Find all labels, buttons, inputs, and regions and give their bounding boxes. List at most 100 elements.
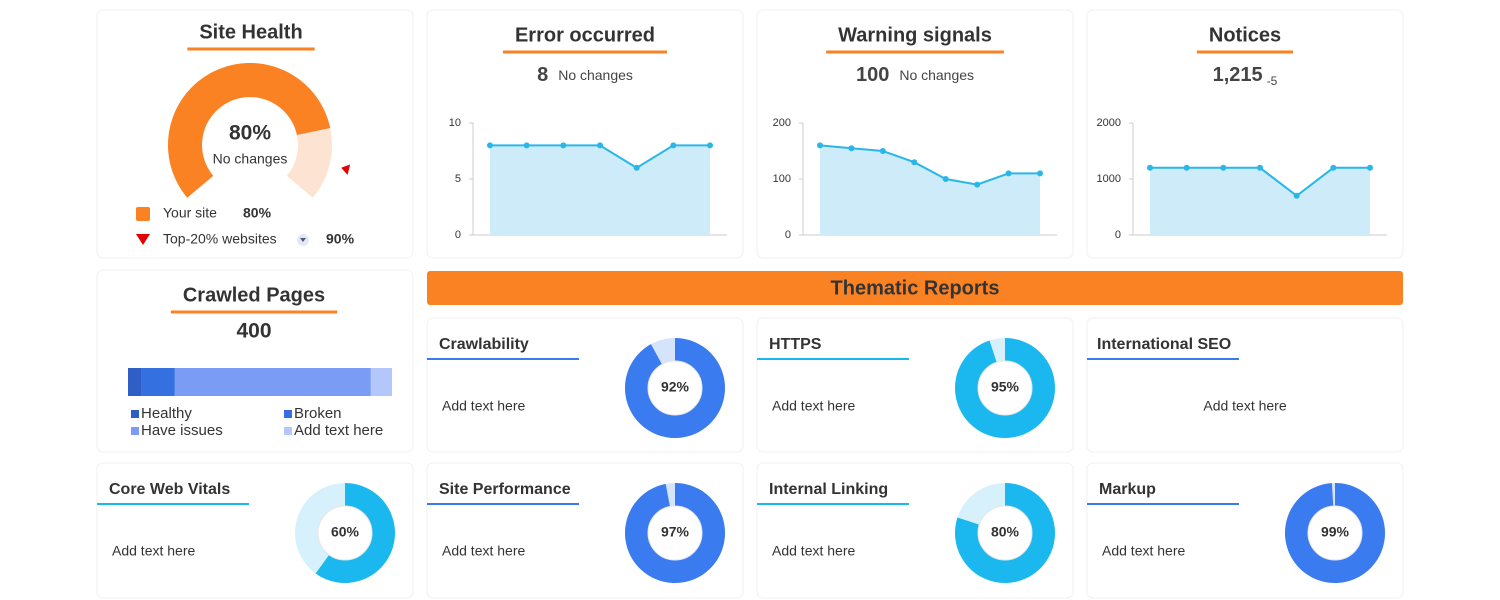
y-tick-label: 0: [455, 229, 461, 241]
bar-segment: [128, 368, 142, 396]
bar-segment: [174, 368, 371, 396]
donut-value: [954, 338, 1055, 438]
card-title: Crawlability: [439, 336, 529, 353]
point: [817, 142, 823, 149]
point: [523, 142, 530, 149]
donut-hole: [647, 505, 703, 561]
gauge-note: No changes: [213, 151, 288, 167]
donut-value: [315, 483, 395, 583]
point: [560, 142, 567, 149]
donut-value: [625, 483, 725, 583]
legend-label: Your site: [163, 205, 217, 221]
point: [1005, 170, 1012, 177]
card-title: Site Performance: [439, 481, 571, 498]
point: [1183, 164, 1190, 171]
legend-label: Top-20% websites: [163, 231, 277, 247]
card-text: Add text here: [1203, 398, 1286, 414]
point: [487, 142, 493, 149]
card-title: Internal Linking: [769, 481, 888, 498]
section-banner: [427, 271, 1403, 305]
benchmark-marker: [341, 164, 351, 175]
legend-swatch: [136, 207, 150, 221]
headline-change: -5: [1267, 74, 1278, 88]
point: [942, 176, 949, 182]
card-title: Error occurred: [515, 24, 655, 46]
card-text: Add text here: [772, 398, 855, 414]
point: [974, 181, 981, 188]
legend-label: Have issues: [141, 422, 223, 439]
donut-value: [625, 338, 726, 438]
headline-note: No changes: [558, 67, 633, 83]
donut-label: 95%: [991, 379, 1020, 395]
donut-hole: [977, 360, 1033, 416]
donut-hole: [1307, 505, 1363, 561]
card: [1086, 317, 1404, 453]
donut-hole: [977, 505, 1033, 561]
point: [1257, 164, 1263, 171]
card-title: International SEO: [1097, 336, 1231, 353]
point: [879, 148, 886, 154]
headline: 1,215 -5: [1213, 64, 1278, 88]
donut-label: 97%: [661, 524, 690, 540]
card-text: Add text here: [112, 543, 195, 559]
gauge-value: [167, 62, 331, 198]
point: [848, 145, 855, 152]
y-tick-label: 10: [449, 117, 461, 129]
y-tick-label: 0: [785, 229, 791, 241]
y-tick-label: 100: [773, 173, 791, 185]
card-title: Notices: [1209, 24, 1281, 46]
legend-value: 90%: [326, 231, 355, 247]
y-tick-label: 2000: [1097, 117, 1121, 129]
line: [819, 144, 1040, 186]
point: [1330, 164, 1337, 171]
legend-label: Add text here: [294, 422, 383, 439]
card-text: Add text here: [772, 543, 855, 559]
card: [96, 9, 414, 259]
y-tick-label: 5: [455, 173, 461, 185]
legend-value: 80%: [243, 205, 272, 221]
point: [1147, 164, 1153, 171]
legend-label: Healthy: [141, 405, 192, 422]
area: [1150, 167, 1370, 235]
donut-label: 92%: [661, 379, 690, 395]
donut-hole: [647, 360, 703, 416]
headline: 8 No changes: [537, 64, 633, 86]
y-tick-label: 1000: [1097, 173, 1121, 185]
headline-note: No changes: [899, 67, 974, 83]
point: [670, 142, 677, 149]
point: [1220, 164, 1227, 171]
bar-segment: [141, 368, 175, 396]
donut-hole: [317, 505, 373, 561]
card-text: Add text here: [442, 543, 525, 559]
headline-value: 1,215: [1213, 64, 1263, 86]
point: [597, 142, 603, 149]
card-title: Site Health: [199, 21, 302, 43]
legend-swatch: [136, 234, 150, 245]
donut-label: 80%: [991, 524, 1020, 540]
card-title: Core Web Vitals: [109, 481, 230, 498]
legend-swatch: [131, 410, 139, 418]
card-title: HTTPS: [769, 336, 822, 353]
point: [911, 159, 918, 166]
headline-value: 8: [537, 64, 548, 86]
headline-value: 100: [856, 64, 889, 86]
headline: 100 No changes: [856, 64, 974, 86]
donut-value: [1284, 483, 1385, 583]
card-text: Add text here: [1102, 543, 1185, 559]
card: [96, 269, 414, 453]
card-title: Warning signals: [838, 24, 992, 46]
point: [633, 164, 640, 171]
point: [1367, 164, 1373, 171]
area: [820, 145, 1040, 235]
legend-swatch: [284, 427, 292, 435]
point: [1037, 170, 1043, 177]
legend-swatch: [131, 427, 139, 435]
point: [1293, 192, 1300, 199]
area: [490, 145, 710, 235]
donut-value: [955, 483, 1055, 583]
gauge-value-label: 80%: [229, 122, 271, 145]
legend-label: Broken: [294, 405, 342, 422]
card-title: Crawled Pages: [183, 284, 325, 306]
bar-segment: [370, 368, 392, 396]
